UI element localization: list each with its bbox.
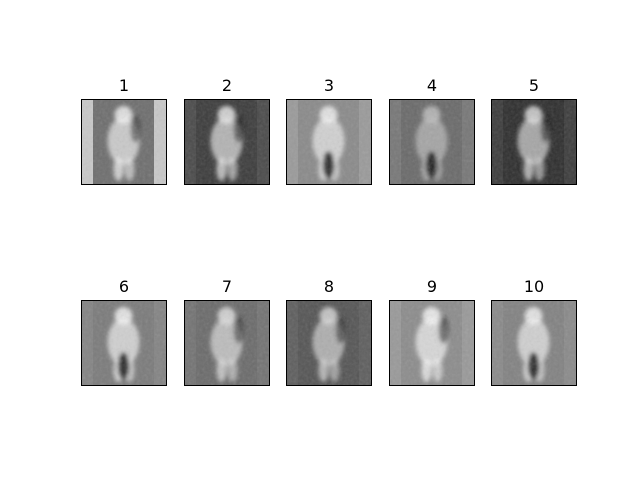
panel-title: 5 xyxy=(529,76,539,95)
image-panel-3: 3 xyxy=(286,76,372,185)
panel-title: 9 xyxy=(427,277,437,296)
image-panel-2: 2 xyxy=(184,76,270,185)
image-panel-1: 1 xyxy=(81,76,167,185)
panel-title: 8 xyxy=(324,277,334,296)
panel-frame xyxy=(184,300,270,386)
panel-title: 7 xyxy=(222,277,232,296)
panel-noise xyxy=(286,99,371,184)
panel-title: 1 xyxy=(119,76,129,95)
panel-frame xyxy=(81,300,167,386)
panel-frame xyxy=(389,300,475,386)
panel-frame xyxy=(491,300,577,386)
panel-frame xyxy=(81,99,167,185)
panel-frame xyxy=(184,99,270,185)
panel-noise xyxy=(286,300,371,385)
panel-image xyxy=(81,300,166,385)
panel-image xyxy=(286,99,371,184)
panel-frame xyxy=(389,99,475,185)
image-panel-6: 6 xyxy=(81,277,167,386)
panel-image xyxy=(184,300,269,385)
image-panel-9: 9 xyxy=(389,277,475,386)
panel-title: 6 xyxy=(119,277,129,296)
image-panel-8: 8 xyxy=(286,277,372,386)
panel-image xyxy=(389,300,474,385)
panel-image xyxy=(491,99,576,184)
panel-noise xyxy=(389,300,474,385)
image-panel-10: 10 xyxy=(491,277,577,386)
panel-image xyxy=(491,300,576,385)
panel-noise xyxy=(184,300,269,385)
panel-frame xyxy=(286,300,372,386)
panel-title: 2 xyxy=(222,76,232,95)
panel-title: 4 xyxy=(427,76,437,95)
panel-frame xyxy=(491,99,577,185)
panel-grid: 1 2 3 4 5 6 7 8 9 10 xyxy=(81,76,577,386)
image-panel-4: 4 xyxy=(389,76,475,185)
image-panel-7: 7 xyxy=(184,277,270,386)
panel-image xyxy=(286,300,371,385)
panel-noise xyxy=(389,99,474,184)
panel-image xyxy=(389,99,474,184)
panel-noise xyxy=(491,99,576,184)
panel-noise xyxy=(81,300,166,385)
panel-title: 3 xyxy=(324,76,334,95)
panel-frame xyxy=(286,99,372,185)
panel-noise xyxy=(81,99,166,184)
panel-noise xyxy=(491,300,576,385)
image-panel-5: 5 xyxy=(491,76,577,185)
panel-title: 10 xyxy=(524,277,544,296)
panel-noise xyxy=(184,99,269,184)
panel-image xyxy=(81,99,166,184)
panel-image xyxy=(184,99,269,184)
